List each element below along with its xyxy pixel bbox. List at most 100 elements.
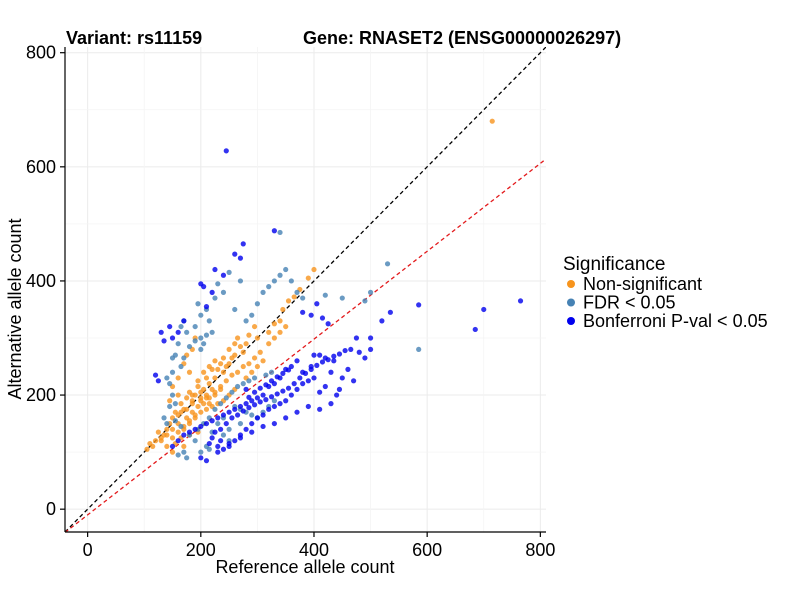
data-point [212,429,218,435]
data-point [260,289,266,295]
data-point [209,418,215,424]
data-point [234,369,241,375]
data-point [218,386,224,392]
data-point [181,355,187,361]
data-point [311,375,317,381]
data-point [164,426,170,432]
data-point [203,332,210,338]
data-point [305,403,311,410]
data-point [169,335,176,341]
data-point [367,289,374,295]
data-point [195,403,201,410]
data-point [481,306,487,313]
data-point [317,352,323,358]
data-point [215,420,221,427]
data-point [220,289,227,295]
data-point [201,341,207,347]
data-point [218,401,224,407]
data-point [283,398,289,404]
data-point [212,266,218,273]
data-point [215,366,221,372]
data-point [249,412,255,418]
data-point [232,306,238,313]
x-tick-label: 200 [186,540,216,560]
data-point [266,284,272,290]
data-point [322,292,328,298]
data-point [172,409,178,415]
data-point [379,318,385,324]
data-point [277,272,283,278]
data-point [186,418,193,424]
data-point [229,389,235,395]
data-point [257,385,263,391]
data-point [277,401,283,407]
data-point [172,418,178,424]
data-point [175,438,181,444]
data-point [246,405,252,411]
data-point [234,335,241,341]
data-point [206,440,212,447]
data-point [212,406,218,412]
data-point [288,278,294,284]
data-point [416,302,422,308]
data-point [237,343,244,350]
data-point [319,359,326,365]
data-point [254,415,260,421]
data-point [203,458,210,464]
data-point [328,401,334,407]
data-point [243,341,249,347]
data-point [351,378,357,384]
data-point [198,346,204,353]
y-tick-label: 0 [46,499,56,519]
y-tick-labels: 0 200 400 600 800 [26,43,56,519]
series-2 [152,148,524,464]
chart-title-variant: Variant: rs11159 [66,28,202,48]
data-point [192,412,198,418]
data-point [209,435,215,441]
data-point [294,358,300,364]
data-point [308,366,314,372]
data-point [220,432,227,438]
data-point [249,369,255,375]
data-point [209,289,215,295]
data-point [226,426,232,432]
data-point [280,306,286,313]
data-point [147,440,153,447]
data-point [283,266,289,273]
data-point [226,440,232,447]
data-point [257,399,263,405]
data-point [362,298,368,304]
data-point [300,295,306,301]
data-point [240,349,246,355]
data-point [266,341,272,347]
data-point [209,386,215,392]
data-point [280,388,286,394]
y-tick-label: 200 [26,385,56,405]
data-point [472,326,478,333]
data-point [334,392,340,398]
data-point [198,389,204,395]
data-point [243,318,249,324]
data-point [192,338,198,344]
data-point [232,406,238,412]
data-point [294,386,300,392]
data-point [356,349,362,355]
series-1 [161,229,422,461]
data-point [246,378,252,384]
data-point [164,443,170,450]
data-point [203,304,210,310]
data-point [175,392,181,398]
data-point [367,346,374,353]
x-tick-label: 600 [412,540,442,560]
data-point [517,298,524,304]
series-0 [144,118,495,455]
data-point [240,241,246,247]
legend-title: Significance [563,254,665,275]
data-point [195,301,201,307]
data-point [232,251,238,257]
data-point [263,382,269,388]
data-point [271,278,277,284]
data-point [169,369,176,375]
data-point [314,301,320,307]
